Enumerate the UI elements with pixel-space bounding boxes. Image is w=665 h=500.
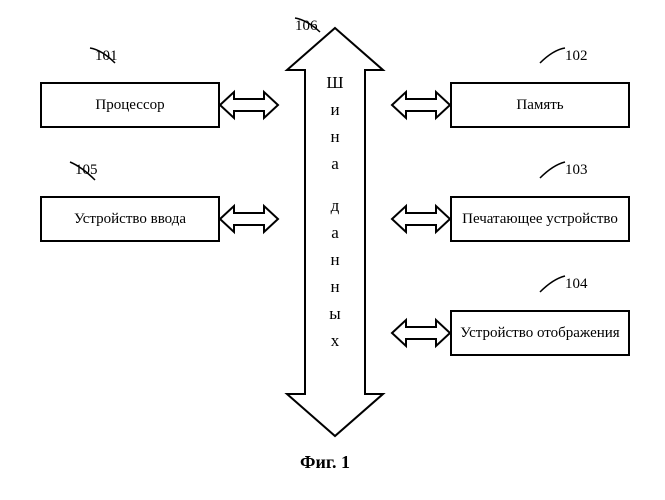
leader-lines-group <box>70 18 565 292</box>
refnum-102: 102 <box>565 48 588 65</box>
block-input-label: Устройство ввода <box>74 211 186 228</box>
svg-text:н: н <box>330 277 339 296</box>
block-memory: Память <box>450 82 630 128</box>
block-printer: Печатающее устройство <box>450 196 630 242</box>
data-bus-label: Шинаданных <box>326 73 343 350</box>
svg-text:а: а <box>331 154 339 173</box>
svg-text:д: д <box>331 196 340 215</box>
figure-caption: Фиг. 1 <box>300 452 350 473</box>
refnum-104: 104 <box>565 276 588 293</box>
svg-text:х: х <box>331 331 340 350</box>
block-memory-label: Память <box>516 97 563 114</box>
refnum-105: 105 <box>75 162 98 179</box>
block-processor: Процессор <box>40 82 220 128</box>
connectors-group <box>220 92 450 346</box>
refnum-106: 106 <box>295 18 318 35</box>
block-processor-label: Процессор <box>95 97 164 114</box>
diagram-svg: Шинаданных <box>0 0 665 500</box>
refnum-101: 101 <box>95 48 118 65</box>
block-printer-label: Печатающее устройство <box>462 211 618 228</box>
svg-text:н: н <box>330 250 339 269</box>
svg-text:ы: ы <box>329 304 341 323</box>
block-display-label: Устройство отображения <box>460 325 619 342</box>
data-bus-arrow <box>287 28 383 436</box>
refnum-103: 103 <box>565 162 588 179</box>
svg-text:а: а <box>331 223 339 242</box>
block-input: Устройство ввода <box>40 196 220 242</box>
block-display: Устройство отображения <box>450 310 630 356</box>
svg-text:и: и <box>330 100 339 119</box>
svg-text:Ш: Ш <box>326 73 343 92</box>
svg-text:н: н <box>330 127 339 146</box>
